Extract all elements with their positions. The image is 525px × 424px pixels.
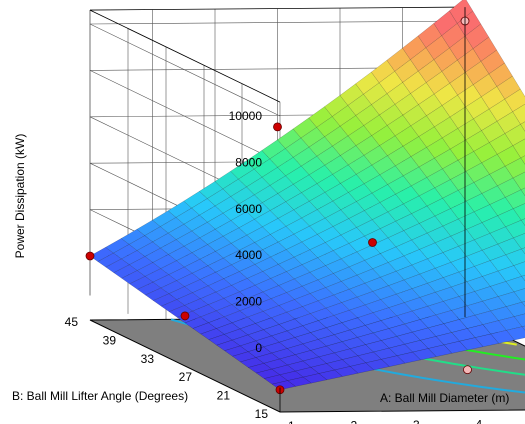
- design-point: [85, 251, 95, 261]
- surface-cell: [512, 103, 525, 125]
- y-axis-label: B: Ball Mill Lifter Angle (Degrees): [12, 389, 188, 403]
- surface-cell: [504, 124, 525, 146]
- y-tick-label: 15: [255, 407, 269, 421]
- surface-cell: [521, 247, 525, 255]
- x-tick-label: 1: [288, 419, 295, 424]
- surface-cell: [521, 275, 525, 282]
- surface-cell: [520, 155, 525, 165]
- design-point: [273, 122, 282, 132]
- surface-cell: [505, 301, 525, 317]
- axis-ticks: 0200040006000800010000123456715212733394…: [65, 109, 483, 424]
- z-tick-label: 0: [255, 341, 262, 355]
- surface-cell: [506, 326, 525, 341]
- surface-cell: [505, 276, 525, 293]
- z-tick-label: 2000: [235, 295, 262, 309]
- surface-cell: [512, 203, 525, 221]
- surface-cell: [505, 248, 525, 266]
- surface-cell: [513, 233, 525, 250]
- y-tick-label: 27: [179, 370, 193, 384]
- design-point: [463, 365, 472, 375]
- design-points: [85, 16, 472, 395]
- side-wall-gridline: [89, 70, 281, 163]
- x-tick-label: 3: [413, 418, 420, 424]
- response-surface: [89, 0, 525, 391]
- surface-cell: [505, 189, 525, 209]
- surface-cell: [520, 121, 525, 132]
- box-front-edges: [279, 7, 466, 412]
- surface-cell: [521, 301, 525, 307]
- design-point: [368, 238, 377, 247]
- surface-cell: [520, 218, 525, 226]
- z-tick-label: 8000: [235, 155, 262, 169]
- surface-cell: [512, 171, 525, 191]
- back-wall-top: [89, 6, 466, 11]
- surface-cell: [520, 187, 525, 197]
- y-tick-label: 39: [103, 333, 117, 347]
- y-tick-label: 45: [65, 315, 79, 329]
- surface-cell: [521, 325, 525, 331]
- surface-cell: [512, 138, 525, 159]
- surface-cell: [504, 88, 525, 112]
- surface-cell: [513, 261, 525, 277]
- z-tick-label: 6000: [235, 202, 262, 216]
- side-wall-top: [89, 9, 281, 103]
- surface-cell: [504, 157, 525, 179]
- z-tick-label: 10000: [229, 109, 263, 123]
- x-axis-label: A: Ball Mill Diameter (m): [380, 391, 509, 405]
- surface-cell: [505, 219, 525, 239]
- y-tick-label: 33: [141, 352, 155, 366]
- design-point: [180, 311, 190, 321]
- x-tick-label: 2: [351, 419, 358, 424]
- z-axis-label: Power Dissipation (kW): [13, 134, 27, 259]
- side-wall-gridline: [89, 23, 281, 117]
- surface-cell: [513, 288, 525, 303]
- z-tick-label: 4000: [235, 248, 262, 262]
- y-tick-label: 21: [217, 389, 231, 403]
- x-tick-label: 4: [476, 418, 483, 424]
